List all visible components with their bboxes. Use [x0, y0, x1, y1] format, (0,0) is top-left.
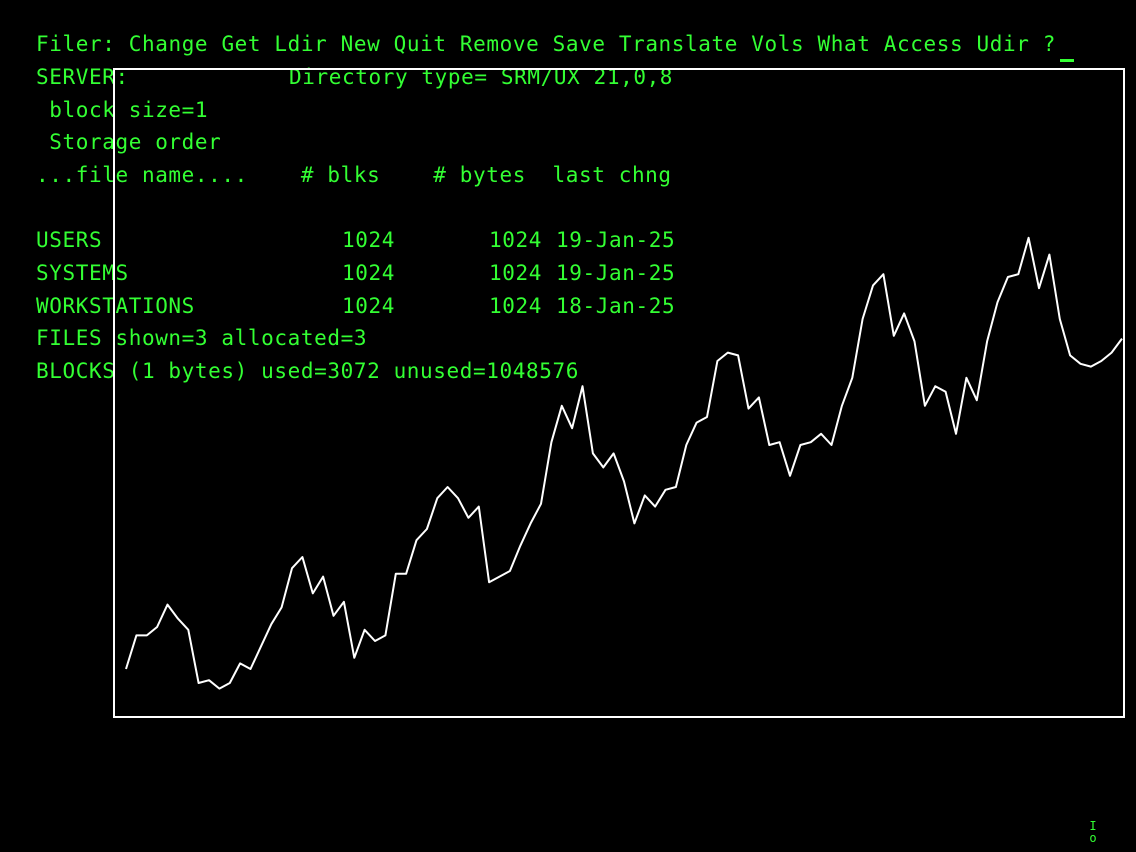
directory-type: Directory type= SRM/UX 21,0,8: [289, 65, 674, 89]
status-glyph-bottom: o: [1089, 831, 1097, 845]
menu-item-help[interactable]: ?: [1042, 32, 1056, 56]
menu-item-new[interactable]: New: [340, 32, 381, 56]
directory-volume-line: SERVER: Directory type= SRM/UX 21,0,8: [36, 65, 672, 89]
storage-order: Storage order: [36, 130, 222, 154]
menu-item-remove[interactable]: Remove: [459, 32, 540, 56]
file-name: WORKSTATIONS: [36, 294, 195, 318]
menu-item-access[interactable]: Access: [883, 32, 964, 56]
menu-item-vols[interactable]: Vols: [751, 32, 805, 56]
menu-item-what[interactable]: What: [817, 32, 871, 56]
volume-name: SERVER:: [36, 65, 129, 89]
status-glyph-top: I: [1089, 819, 1097, 833]
file-name: USERS: [36, 228, 103, 252]
menu-item-save[interactable]: Save: [552, 32, 606, 56]
menu-item-change[interactable]: Change: [128, 32, 209, 56]
menu-item-quit[interactable]: Quit: [393, 32, 447, 56]
filer-command-menu[interactable]: Filer: Change Get Ldir New Quit Remove S…: [36, 32, 1056, 56]
blocks-summary: BLOCKS (1 bytes) used=3072 unused=104857…: [36, 359, 579, 383]
text-cursor: [1060, 59, 1074, 62]
status-indicator-icon: I o: [1086, 820, 1100, 846]
file-changed: 19-Jan-25: [556, 261, 676, 285]
file-blocks: 1024: [342, 261, 395, 285]
file-bytes: 1024: [489, 228, 542, 252]
menu-item-udir[interactable]: Udir: [976, 32, 1030, 56]
file-bytes: 1024: [489, 294, 542, 318]
block-size: block size=1: [36, 98, 209, 122]
file-blocks: 1024: [342, 294, 395, 318]
file-changed: 18-Jan-25: [556, 294, 676, 318]
menu-item-ldir[interactable]: Ldir: [274, 32, 328, 56]
files-summary: FILES shown=3 allocated=3: [36, 326, 368, 350]
menu-item-get[interactable]: Get: [221, 32, 262, 56]
menu-prefix: Filer:: [36, 32, 116, 56]
menu-item-translate[interactable]: Translate: [618, 32, 739, 56]
file-name: SYSTEMS: [36, 261, 129, 285]
file-blocks: 1024: [342, 228, 395, 252]
column-header: ...file name.... # blks # bytes last chn…: [36, 163, 672, 187]
file-bytes: 1024: [489, 261, 542, 285]
file-changed: 19-Jan-25: [556, 228, 676, 252]
